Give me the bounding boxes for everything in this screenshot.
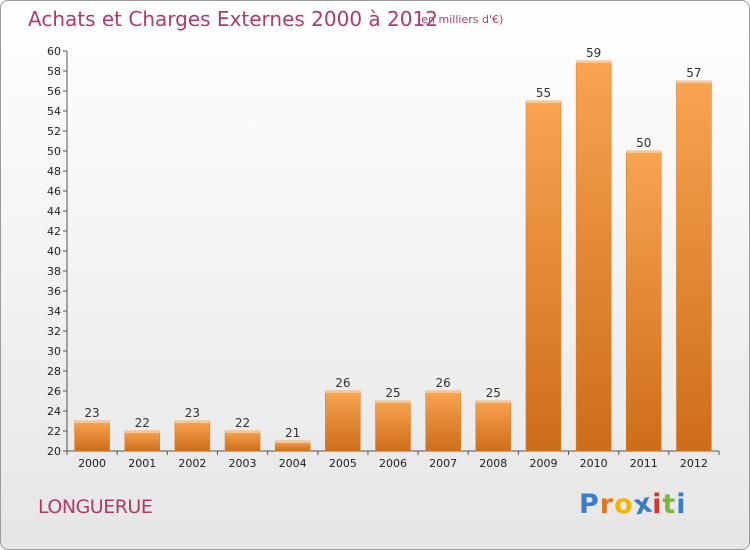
bar-top-2007	[425, 391, 461, 393]
bar-2006	[375, 400, 411, 452]
y-tick-label: 58	[47, 65, 61, 78]
x-tick-label-2007: 2007	[429, 457, 457, 470]
x-tick-label-2011: 2011	[630, 457, 658, 470]
data-label-2002: 23	[185, 406, 200, 420]
data-label-2012: 57	[686, 66, 701, 80]
y-tick-label: 48	[47, 165, 61, 178]
data-label-2001: 22	[135, 416, 150, 430]
bar-2008	[475, 400, 512, 452]
x-tick-label-2006: 2006	[379, 457, 407, 470]
y-tick-label: 42	[47, 225, 61, 238]
bar-top-2006	[375, 401, 411, 403]
bar-top-2010	[576, 61, 612, 63]
x-tick-label-2000: 2000	[78, 457, 106, 470]
commune-name: LONGUERUE	[38, 496, 153, 518]
bar-top-2005	[325, 391, 361, 393]
bar-2005	[325, 390, 361, 452]
data-label-2006: 25	[385, 386, 400, 400]
data-label-2004: 21	[285, 426, 300, 440]
bar-2012	[676, 80, 712, 452]
x-tick-label-2002: 2002	[178, 457, 206, 470]
x-tick-label-2004: 2004	[279, 457, 307, 470]
data-label-2005: 26	[335, 376, 350, 390]
x-tick-label-2005: 2005	[329, 457, 357, 470]
bar-2010	[575, 60, 612, 452]
logo-letter: i	[676, 489, 687, 520]
bar-top-2004	[275, 441, 311, 443]
bar-2011	[626, 150, 662, 452]
bar-top-2002	[174, 421, 210, 423]
bar-top-2011	[626, 151, 662, 153]
chart-title: Achats et Charges Externes 2000 à 2012	[28, 7, 438, 31]
y-tick-label: 36	[47, 285, 61, 298]
y-tick-label: 40	[47, 245, 61, 258]
bar-top-2000	[74, 421, 110, 423]
bar-2003	[224, 430, 261, 452]
y-tick-label: 22	[47, 425, 61, 438]
y-tick-label: 44	[47, 205, 61, 218]
bar-top-2003	[225, 431, 261, 433]
y-tick-label: 38	[47, 265, 61, 278]
x-tick-label-2003: 2003	[229, 457, 257, 470]
y-tick-label: 24	[47, 405, 61, 418]
bar-2007	[425, 390, 461, 452]
data-label-2008: 25	[486, 386, 501, 400]
bar-top-2008	[475, 401, 511, 403]
x-tick-label-2012: 2012	[680, 457, 708, 470]
y-tick-label: 28	[47, 365, 61, 378]
y-tick-label: 20	[47, 445, 61, 458]
y-tick-label: 46	[47, 185, 61, 198]
data-label-2011: 50	[636, 136, 651, 150]
logo-letter: r	[599, 489, 615, 520]
bar-top-2009	[525, 101, 561, 103]
y-tick-label: 30	[47, 345, 61, 358]
y-tick-label: 50	[47, 145, 61, 158]
logo-letter: i	[652, 489, 663, 520]
bar-top-2012	[676, 81, 712, 83]
y-tick-label: 34	[47, 305, 61, 318]
logo-letter: t	[662, 489, 677, 520]
logo-letter: P	[579, 489, 600, 520]
data-label-2009: 55	[536, 86, 551, 100]
x-tick-label-2009: 2009	[529, 457, 557, 470]
data-label-2010: 59	[586, 46, 601, 60]
x-tick-label-2001: 2001	[128, 457, 156, 470]
bar-2001	[124, 430, 160, 452]
bar-top-2001	[124, 431, 160, 433]
data-label-2003: 22	[235, 416, 250, 430]
x-tick-label-2010: 2010	[580, 457, 608, 470]
logo-letter: o	[614, 489, 634, 520]
bar-2009	[525, 100, 562, 452]
bar-2000	[74, 420, 110, 452]
y-tick-label: 52	[47, 125, 61, 138]
data-label-2000: 23	[84, 406, 99, 420]
y-tick-label: 56	[47, 85, 61, 98]
y-tick-label: 60	[47, 45, 61, 58]
data-label-2007: 26	[436, 376, 451, 390]
y-tick-label: 54	[47, 105, 61, 118]
y-tick-label: 32	[47, 325, 61, 338]
proxiti-logo[interactable]: Proxiti	[579, 487, 687, 521]
x-tick-label-2008: 2008	[479, 457, 507, 470]
bar-2002	[174, 420, 211, 452]
y-tick-label: 26	[47, 385, 61, 398]
chart-unit: (en milliers d'€)	[417, 13, 504, 26]
